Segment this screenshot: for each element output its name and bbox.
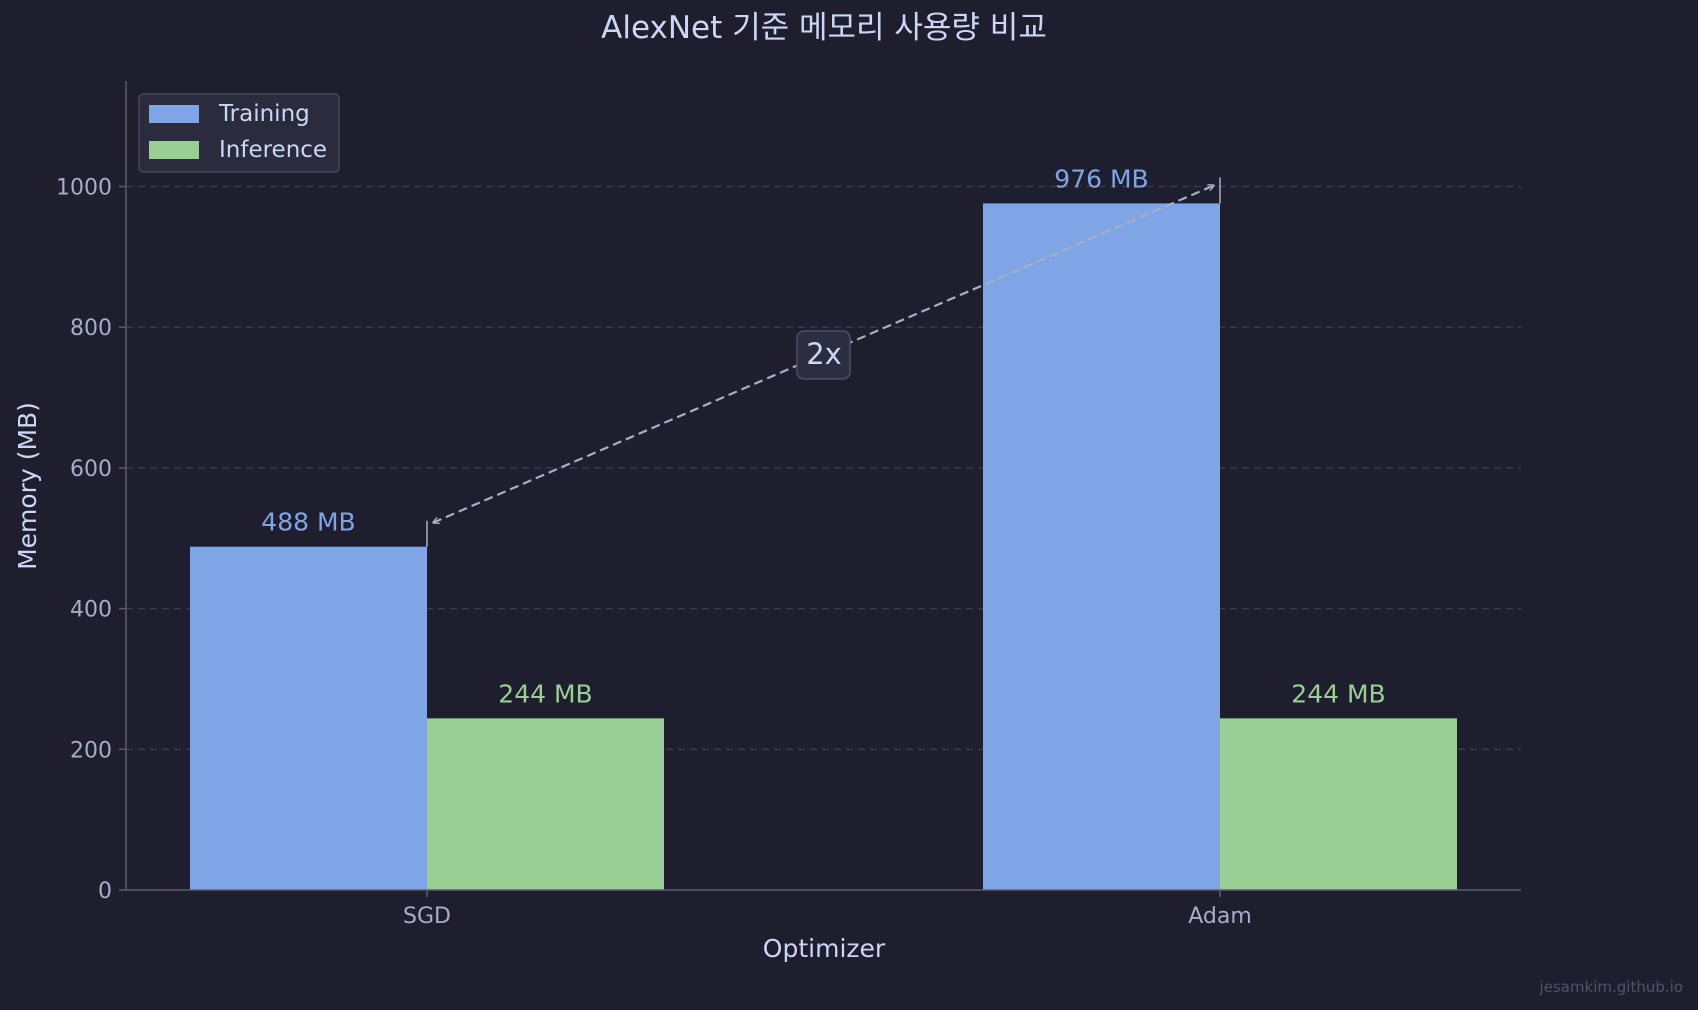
y-tick-label: 1000 [56, 176, 112, 201]
y-axis-label: Memory (MB) [13, 402, 42, 570]
chart-title: AlexNet 기준 메모리 사용량 비교 [601, 10, 1047, 46]
legend-swatch [149, 141, 199, 159]
bar-label: 488 MB [261, 508, 355, 537]
bar-label: 244 MB [1291, 679, 1385, 708]
y-tick-label: 200 [70, 738, 112, 763]
bar-inference-sgd [427, 718, 664, 890]
bar-label: 244 MB [498, 679, 592, 708]
bar-training-sgd [190, 546, 427, 890]
ratio-annotation: 2x [426, 177, 1221, 547]
annotation-box [796, 330, 851, 380]
axes [125, 81, 1521, 891]
legend-swatch [149, 105, 199, 123]
y-tick-label: 400 [70, 598, 112, 623]
bar-label: 976 MB [1054, 164, 1148, 193]
legend-label: Training [218, 101, 310, 127]
legend-label: Inference [219, 137, 327, 163]
x-axis-label: Optimizer [763, 934, 886, 963]
y-ticks: 0 200 400 600 800 1000 [56, 176, 126, 904]
y-tick-label: 0 [98, 879, 112, 904]
x-tick-label: Adam [1188, 904, 1252, 929]
x-ticks: SGD Adam [403, 890, 1252, 929]
legend: Training Inference [138, 93, 340, 173]
annotation-text: 2x [806, 337, 842, 371]
y-tick-label: 800 [70, 316, 112, 341]
watermark: jesamkim.github.io [1539, 978, 1683, 996]
x-tick-label: SGD [403, 904, 451, 929]
bars [190, 203, 1457, 890]
bar-inference-adam [1220, 718, 1457, 890]
bar-training-adam [983, 203, 1220, 890]
y-tick-label: 600 [70, 457, 112, 482]
